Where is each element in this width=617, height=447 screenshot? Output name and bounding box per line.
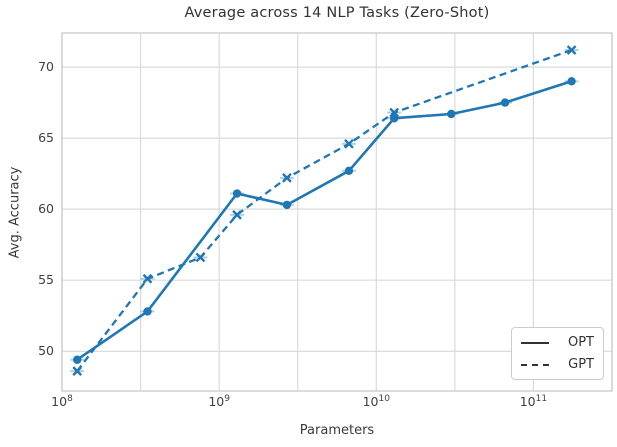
opt-point — [447, 109, 456, 119]
y-tick-label: 55 — [38, 272, 54, 288]
x-marker-stroke — [389, 107, 400, 118]
y-axis-label-wrap: Avg. Accuracy — [4, 0, 26, 424]
x-tick-label: 1011 — [519, 394, 548, 410]
y-tick-label: 65 — [38, 130, 54, 146]
opt-point — [282, 200, 292, 210]
gpt-point — [566, 45, 577, 55]
gpt-point — [195, 252, 206, 263]
gpt-point — [282, 173, 292, 183]
y-tick-label: 70 — [38, 59, 54, 75]
gpt-point — [72, 366, 83, 376]
x-marker-stroke — [195, 252, 206, 263]
x-marker-stroke — [142, 273, 153, 284]
x-tick-label: 108 — [51, 394, 73, 410]
opt-point — [73, 355, 82, 364]
gpt-point — [389, 107, 400, 118]
opt-point — [344, 166, 354, 176]
x-marker-stroke — [282, 173, 292, 183]
legend-item-opt: OPT — [521, 335, 594, 350]
gpt-point — [344, 138, 354, 149]
x-tick-label: 1010 — [362, 394, 390, 410]
legend-dashed-line-icon — [521, 363, 549, 366]
legend-label-gpt: GPT — [568, 357, 594, 372]
gpt-line — [76, 48, 572, 372]
opt-point — [500, 98, 510, 107]
opt-point — [143, 307, 152, 316]
chart-title: Average across 14 NLP Tasks (Zero-Shot) — [184, 5, 490, 21]
opt-point — [232, 189, 242, 198]
opt-line — [76, 80, 572, 361]
opt-point — [567, 77, 576, 86]
legend-item-gpt: GPT — [521, 357, 594, 372]
x-marker-stroke — [566, 45, 577, 55]
x-marker-stroke — [232, 209, 242, 220]
y-tick-label: 50 — [38, 343, 54, 359]
legend-solid-line-icon — [521, 341, 549, 344]
plot-border — [61, 32, 613, 392]
x-axis-label: Parameters — [299, 423, 375, 438]
legend-label-opt: OPT — [567, 335, 594, 350]
x-tick-label: 109 — [208, 394, 230, 410]
x-marker-stroke — [344, 138, 354, 149]
gpt-point — [142, 273, 153, 284]
x-marker-stroke — [72, 366, 83, 376]
gpt-point — [232, 209, 242, 220]
y-axis-label: Avg. Accuracy — [7, 166, 23, 258]
legend: OPT GPT — [511, 327, 604, 380]
y-tick-label: 60 — [38, 201, 54, 217]
